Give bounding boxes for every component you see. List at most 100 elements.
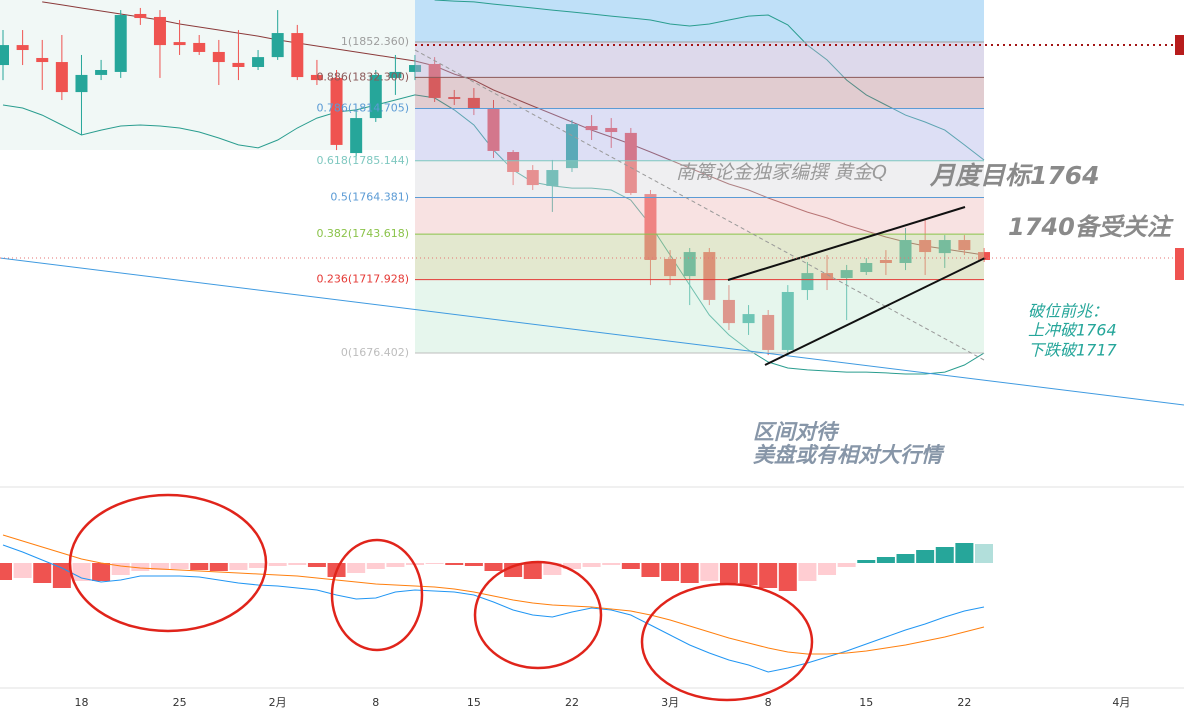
candle-body xyxy=(585,126,598,131)
candle-body xyxy=(722,299,735,324)
histogram-bar xyxy=(935,547,954,563)
histogram-bar xyxy=(582,563,601,567)
histogram-bar xyxy=(759,563,778,588)
candle-body xyxy=(762,314,775,350)
histogram-bar xyxy=(818,563,837,575)
candle-body xyxy=(546,170,559,186)
fib-label: 0.5(1764.381) xyxy=(330,190,409,203)
fib-label: 0.886(1832.300) xyxy=(316,70,409,83)
candle-body xyxy=(114,15,127,72)
candle-body xyxy=(409,65,422,72)
histogram-bar xyxy=(131,563,150,571)
histogram-bar xyxy=(445,563,464,565)
histogram-bar xyxy=(307,563,326,567)
x-tick-label: 4月 xyxy=(1112,696,1130,709)
x-tick-label: 8 xyxy=(765,696,772,709)
histogram-bar xyxy=(288,563,307,565)
histogram-bar xyxy=(562,563,581,569)
candle-body xyxy=(291,33,304,78)
candle-body xyxy=(389,71,402,78)
fib-label: 0.382(1743.618) xyxy=(316,227,409,240)
histogram-bar xyxy=(190,563,209,570)
x-tick-label: 8 xyxy=(372,696,379,709)
histogram-bar xyxy=(661,563,680,581)
wedge-lower xyxy=(764,257,986,366)
candle-body xyxy=(173,42,186,46)
fib-zone xyxy=(415,77,984,109)
highlight-ellipse xyxy=(640,582,814,702)
histogram-bar xyxy=(719,563,738,583)
candle-body xyxy=(212,51,225,63)
candle-body xyxy=(36,57,49,63)
histogram-bar xyxy=(425,563,444,564)
histogram-bar xyxy=(13,563,32,578)
candle-body xyxy=(153,16,166,46)
histogram-bar xyxy=(229,563,248,570)
watermark: 南篱论金独家编撰 黄金Q xyxy=(676,162,887,184)
candle-body xyxy=(487,107,500,151)
candle-body xyxy=(75,74,88,93)
annotation: 区间对待 xyxy=(753,420,840,444)
x-tick-label: 3月 xyxy=(661,696,679,709)
candle-body xyxy=(781,291,794,350)
x-tick-label: 25 xyxy=(173,696,187,709)
candle-body xyxy=(16,45,29,51)
candle-body xyxy=(252,57,265,67)
fib-label: 0(1676.402) xyxy=(341,346,409,359)
histogram-bar xyxy=(170,563,189,569)
fib-zone xyxy=(415,108,984,161)
band-line xyxy=(42,1,985,256)
histogram-bar xyxy=(857,560,876,563)
candle-body xyxy=(0,45,9,66)
fib-zone xyxy=(415,41,984,78)
candle-body xyxy=(624,132,637,194)
candle-body xyxy=(310,74,323,81)
annotation: 美盘或有相对大行情 xyxy=(753,443,945,467)
histogram-bar xyxy=(249,563,268,568)
fib-zone xyxy=(415,279,984,353)
histogram-bar xyxy=(798,563,817,581)
histogram-bar xyxy=(602,563,621,565)
histogram-bar xyxy=(72,563,91,581)
candle-body xyxy=(271,33,284,58)
x-tick-label: 22 xyxy=(565,696,579,709)
histogram-bar xyxy=(916,550,935,563)
histogram-bar xyxy=(386,563,405,567)
histogram-bar xyxy=(150,563,169,570)
candle-body xyxy=(232,62,245,67)
trend-line xyxy=(0,257,1184,406)
fib-label: 0.786(1814.705) xyxy=(316,102,409,115)
histogram-bar xyxy=(484,563,503,571)
histogram-bar xyxy=(92,563,111,581)
highlight-ellipse xyxy=(68,493,268,633)
dashed-line xyxy=(414,49,985,361)
macd-line xyxy=(2,534,985,655)
histogram-bar xyxy=(680,563,699,583)
candle-body xyxy=(742,314,755,324)
histogram-bar xyxy=(739,563,758,585)
histogram-bar xyxy=(955,543,974,563)
candle-body xyxy=(526,170,539,186)
histogram-bar xyxy=(543,563,562,575)
histogram-bar xyxy=(464,563,483,566)
histogram-bar xyxy=(0,563,12,580)
macd-line xyxy=(2,544,985,673)
candle-body xyxy=(95,69,108,75)
histogram-bar xyxy=(347,563,366,573)
x-tick-label: 18 xyxy=(74,696,88,709)
annotation: 月度目标1764 xyxy=(929,161,1100,190)
histogram-bar xyxy=(700,563,719,581)
annotation: 下跌破1717 xyxy=(1028,341,1118,360)
fib-label: 0.618(1785.144) xyxy=(316,154,409,167)
highlight-ellipse xyxy=(330,538,424,652)
histogram-bar xyxy=(641,563,660,577)
wedge-upper xyxy=(727,206,966,281)
histogram-bar xyxy=(778,563,797,591)
price-marker xyxy=(1175,35,1184,55)
annotation: 上冲破1764 xyxy=(1028,321,1117,340)
fib-zone xyxy=(415,160,984,198)
histogram-bar xyxy=(209,563,228,571)
candle-body xyxy=(565,124,578,169)
histogram-bar xyxy=(504,563,523,577)
